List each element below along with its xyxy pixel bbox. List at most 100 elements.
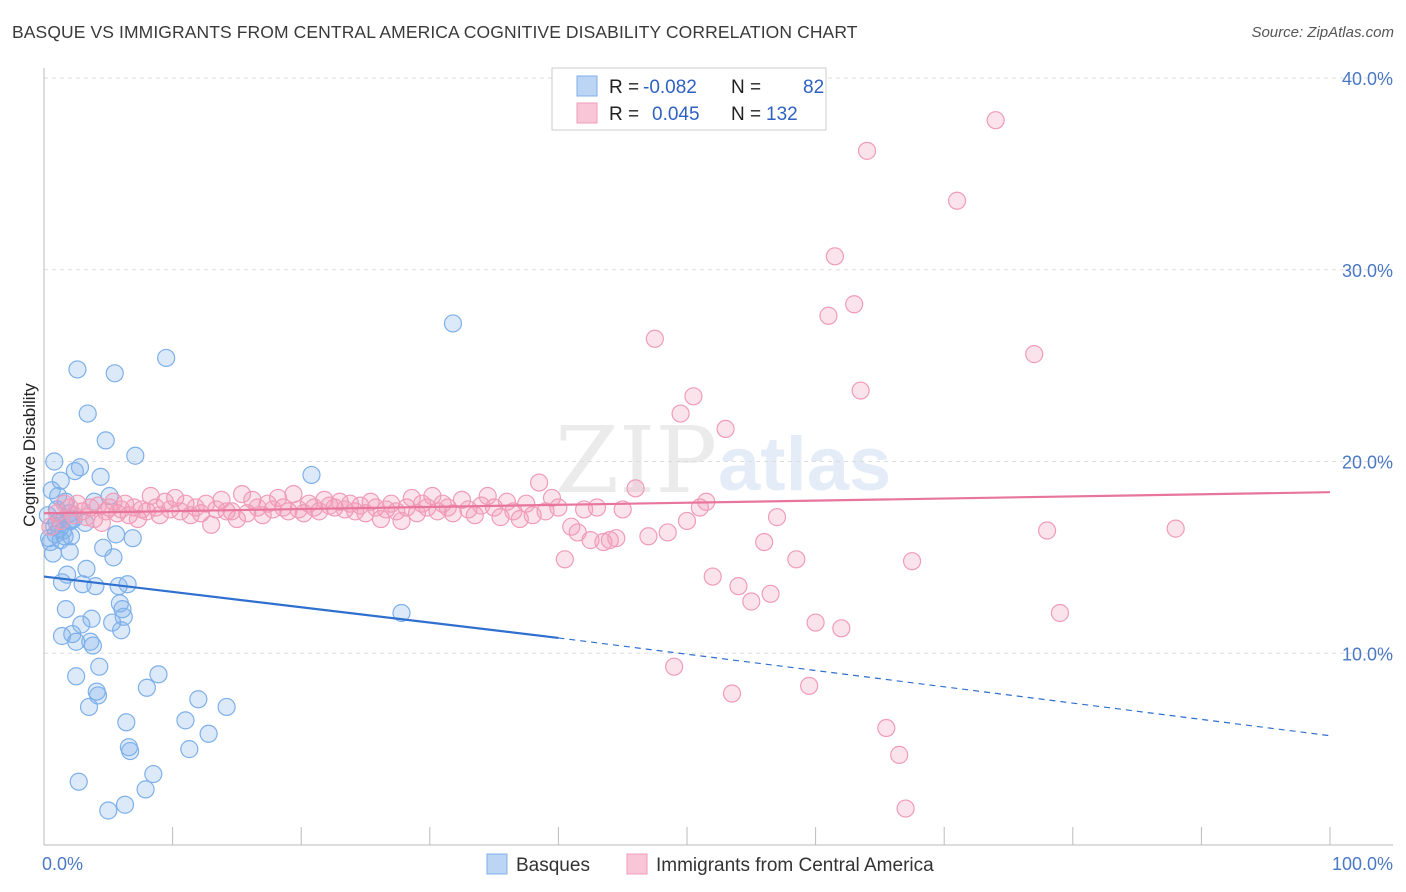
point-1-107	[600, 531, 619, 550]
watermark: ZIP atlas	[555, 407, 891, 514]
point-0-37	[78, 404, 97, 423]
point-0-61	[115, 795, 135, 814]
y-tick-label-0: 10.0%	[1342, 644, 1393, 664]
point-1-108	[607, 529, 626, 548]
point-1-141	[947, 191, 967, 210]
point-1-76	[407, 504, 427, 523]
y-axis-label: Cognitive Disability	[20, 383, 39, 527]
point-1-69	[371, 509, 391, 529]
series-legend-swatch-immigrants	[626, 853, 648, 875]
stats-legend: R = -0.082 N = 82 R = 0.045 N = 132	[551, 67, 827, 131]
point-1-52	[284, 484, 303, 504]
y-tick-label-3: 40.0%	[1342, 69, 1393, 89]
point-1-123	[729, 577, 748, 596]
point-0-50	[99, 801, 118, 820]
x-tick-label-max: 100.0%	[1332, 854, 1393, 874]
point-0-59	[113, 600, 132, 619]
point-1-120	[703, 567, 722, 586]
point-1-122	[722, 684, 742, 703]
point-0-79	[392, 603, 411, 623]
point-0-23	[60, 542, 79, 561]
point-1-67	[361, 492, 380, 511]
point-1-111	[639, 527, 658, 546]
y-tick-labels: 10.0% 20.0% 30.0% 40.0%	[1342, 69, 1393, 664]
point-0-33	[72, 615, 91, 634]
point-0-24	[61, 527, 81, 546]
point-0-46	[90, 657, 109, 676]
point-1-31	[176, 494, 195, 513]
point-1-143	[1025, 345, 1044, 364]
point-0-30	[68, 360, 87, 379]
series-legend: Basques Immigrants from Central America	[486, 853, 934, 876]
trend-line-1	[43, 491, 1331, 515]
point-0-66	[123, 529, 142, 548]
point-1-114	[665, 657, 684, 676]
point-1-125	[755, 532, 774, 552]
point-0-76	[199, 724, 218, 743]
point-0-70	[144, 764, 163, 784]
point-0-65	[121, 741, 140, 761]
trend-line-0	[43, 575, 559, 640]
point-1-109	[613, 500, 632, 519]
point-1-146	[1166, 519, 1185, 538]
point-0-41	[83, 636, 102, 655]
point-0-78	[302, 465, 321, 485]
point-1-99	[549, 498, 568, 517]
point-0-75	[189, 690, 208, 709]
legend-r-label-2: R =	[609, 104, 639, 125]
point-1-124	[742, 592, 761, 611]
point-1-100	[555, 550, 574, 569]
legend-r-label-1: R =	[609, 77, 639, 98]
trend-line-extension-0	[558, 637, 1331, 737]
point-1-140	[902, 552, 922, 571]
point-1-136	[857, 141, 877, 160]
stats-legend-box	[551, 67, 827, 131]
point-0-60	[114, 607, 133, 626]
legend-r-value-2: 0.045	[652, 104, 700, 125]
point-1-36	[202, 515, 221, 534]
point-0-63	[118, 575, 137, 594]
series-legend-label-immigrants: Immigrants from Central America	[656, 855, 934, 876]
point-1-96	[530, 473, 549, 492]
point-0-36	[77, 559, 96, 578]
point-0-55	[106, 525, 126, 544]
point-1-88	[478, 486, 497, 506]
point-1-135	[851, 381, 870, 400]
point-0-53	[104, 548, 123, 567]
legend-n-value-2: 132	[766, 104, 798, 125]
chart-title: BASQUE VS IMMIGRANTS FROM CENTRAL AMERIC…	[12, 22, 858, 42]
legend-r-value-1: -0.082	[643, 77, 697, 98]
point-1-98	[542, 488, 562, 508]
point-1-127	[767, 508, 787, 527]
point-1-131	[819, 306, 838, 325]
series-legend-label-basques: Basques	[516, 855, 590, 876]
watermark-zip: ZIP	[555, 407, 717, 514]
point-0-49	[96, 431, 115, 450]
point-1-15	[104, 492, 123, 511]
point-0-6	[45, 452, 64, 471]
legend-n-label-1: N =	[731, 77, 761, 98]
point-1-139	[896, 799, 915, 818]
point-0-43	[86, 577, 105, 596]
point-1-129	[800, 676, 819, 695]
point-1-115	[671, 404, 690, 423]
series-0-points	[38, 314, 463, 820]
point-0-40	[82, 609, 101, 628]
watermark-atlas: atlas	[718, 422, 891, 507]
point-0-77	[217, 697, 236, 717]
point-1-117	[684, 387, 703, 406]
point-1-121	[716, 419, 735, 439]
point-0-58	[112, 621, 131, 640]
legend-swatch-basques	[576, 75, 598, 97]
point-0-73	[176, 711, 195, 730]
point-1-142	[986, 111, 1005, 130]
point-1-134	[845, 295, 864, 314]
gridlines	[44, 77, 1393, 654]
point-1-138	[890, 745, 909, 764]
legend-swatch-immigrants	[576, 102, 598, 124]
point-1-132	[825, 247, 844, 266]
point-1-112	[645, 329, 664, 348]
series-legend-swatch-basques	[486, 853, 508, 875]
point-1-29	[166, 488, 185, 508]
x-tick-label-min: 0.0%	[42, 854, 83, 874]
